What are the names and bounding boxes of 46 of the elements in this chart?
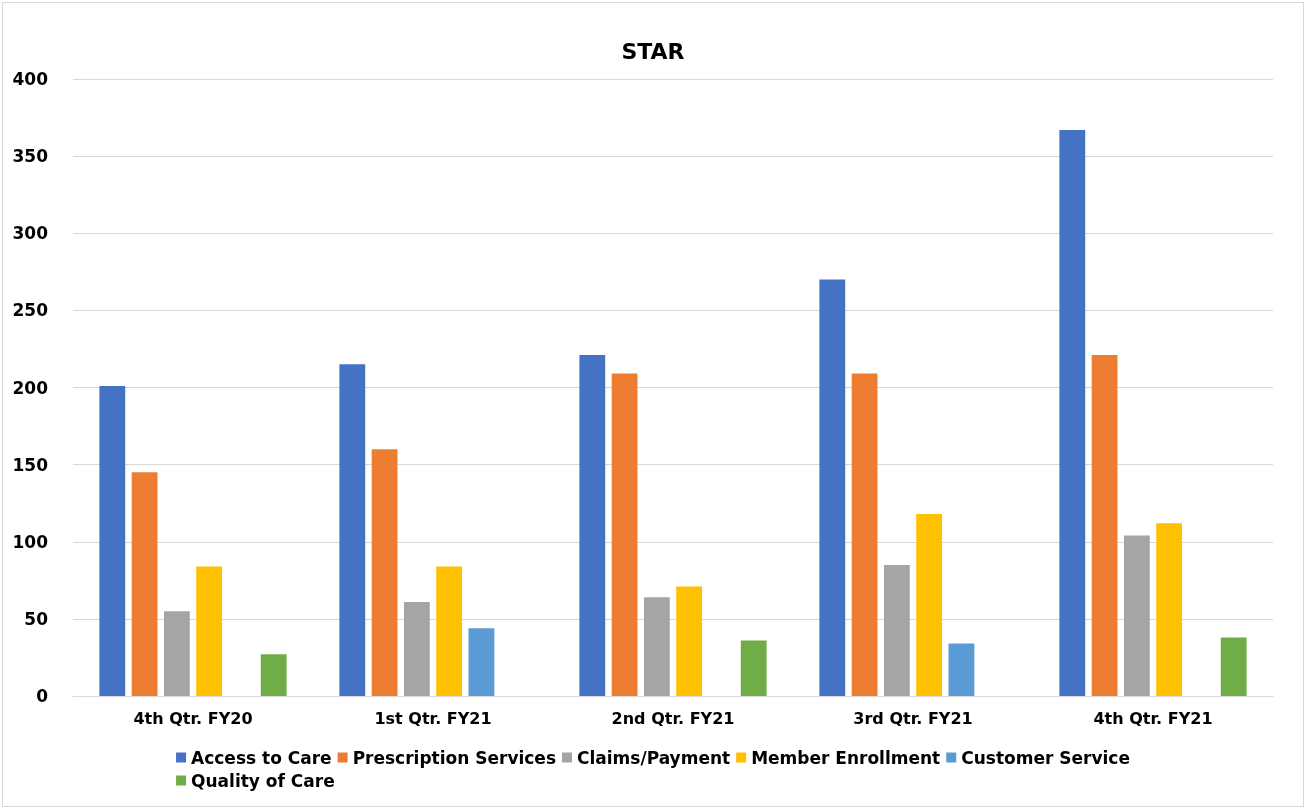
x-tick-label: 1st Qtr. FY21 [374, 708, 492, 728]
bar [1059, 129, 1086, 696]
bar [676, 586, 703, 696]
bar [1156, 523, 1183, 696]
y-tick-label: 50 [24, 608, 49, 629]
bar [196, 566, 223, 696]
bar [851, 373, 878, 696]
y-tick-label: 200 [12, 377, 49, 398]
bar [883, 564, 910, 696]
bar [948, 643, 975, 696]
y-tick-label: 250 [12, 300, 49, 321]
legend-label: Prescription Services [352, 747, 557, 768]
x-tick-label: 3rd Qtr. FY21 [853, 708, 973, 728]
legend-label: Member Enrollment [751, 747, 941, 768]
bar [131, 472, 158, 696]
bar [819, 279, 846, 696]
y-tick-label: 300 [12, 223, 49, 244]
legend-label: Claims/Payment [577, 747, 731, 768]
x-tick-label: 2nd Qtr. FY21 [611, 708, 735, 728]
bar [916, 513, 943, 696]
bar [339, 364, 366, 696]
bar [1220, 637, 1247, 696]
bar [643, 597, 670, 696]
chart-title: STAR [621, 38, 685, 64]
x-tick-label: 4th Qtr. FY21 [1093, 708, 1213, 728]
y-tick-label: 350 [12, 146, 49, 167]
bar [371, 449, 398, 696]
y-tick-label: 150 [12, 454, 49, 475]
bar [163, 611, 190, 696]
x-tick-label: 4th Qtr. FY20 [133, 708, 253, 728]
bar [468, 628, 495, 696]
y-tick-label: 100 [12, 531, 49, 552]
legend-label: Quality of Care [191, 770, 335, 791]
legend-label: Customer Service [961, 747, 1130, 768]
bar [1123, 535, 1150, 696]
bar [99, 385, 126, 696]
bar [436, 566, 463, 696]
legend-label: Access to Care [191, 747, 332, 768]
bar [403, 601, 430, 696]
bar [260, 654, 287, 696]
y-tick-label: 0 [36, 686, 49, 706]
y-tick-label: 400 [12, 69, 49, 89]
bar [1091, 355, 1118, 696]
bar [579, 355, 606, 696]
bar [611, 373, 638, 696]
bar [740, 640, 767, 696]
